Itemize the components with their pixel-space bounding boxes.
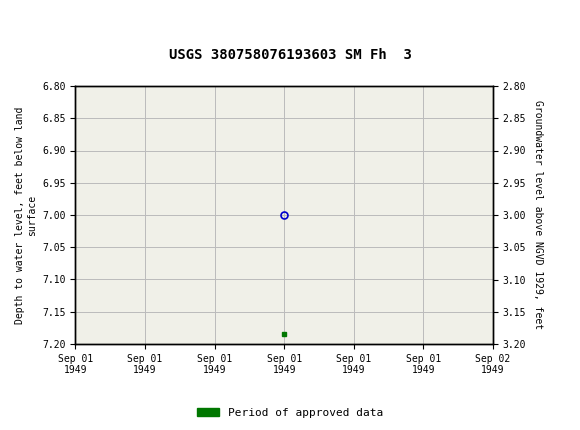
Text: USGS 380758076193603 SM Fh  3: USGS 380758076193603 SM Fh 3: [169, 48, 411, 62]
Text: ≡USGS: ≡USGS: [3, 9, 63, 24]
Y-axis label: Depth to water level, feet below land
surface: Depth to water level, feet below land su…: [15, 106, 37, 324]
Legend: Period of approved data: Period of approved data: [193, 403, 387, 422]
Y-axis label: Groundwater level above NGVD 1929, feet: Groundwater level above NGVD 1929, feet: [533, 101, 543, 329]
Bar: [3, 3, 35, 29]
